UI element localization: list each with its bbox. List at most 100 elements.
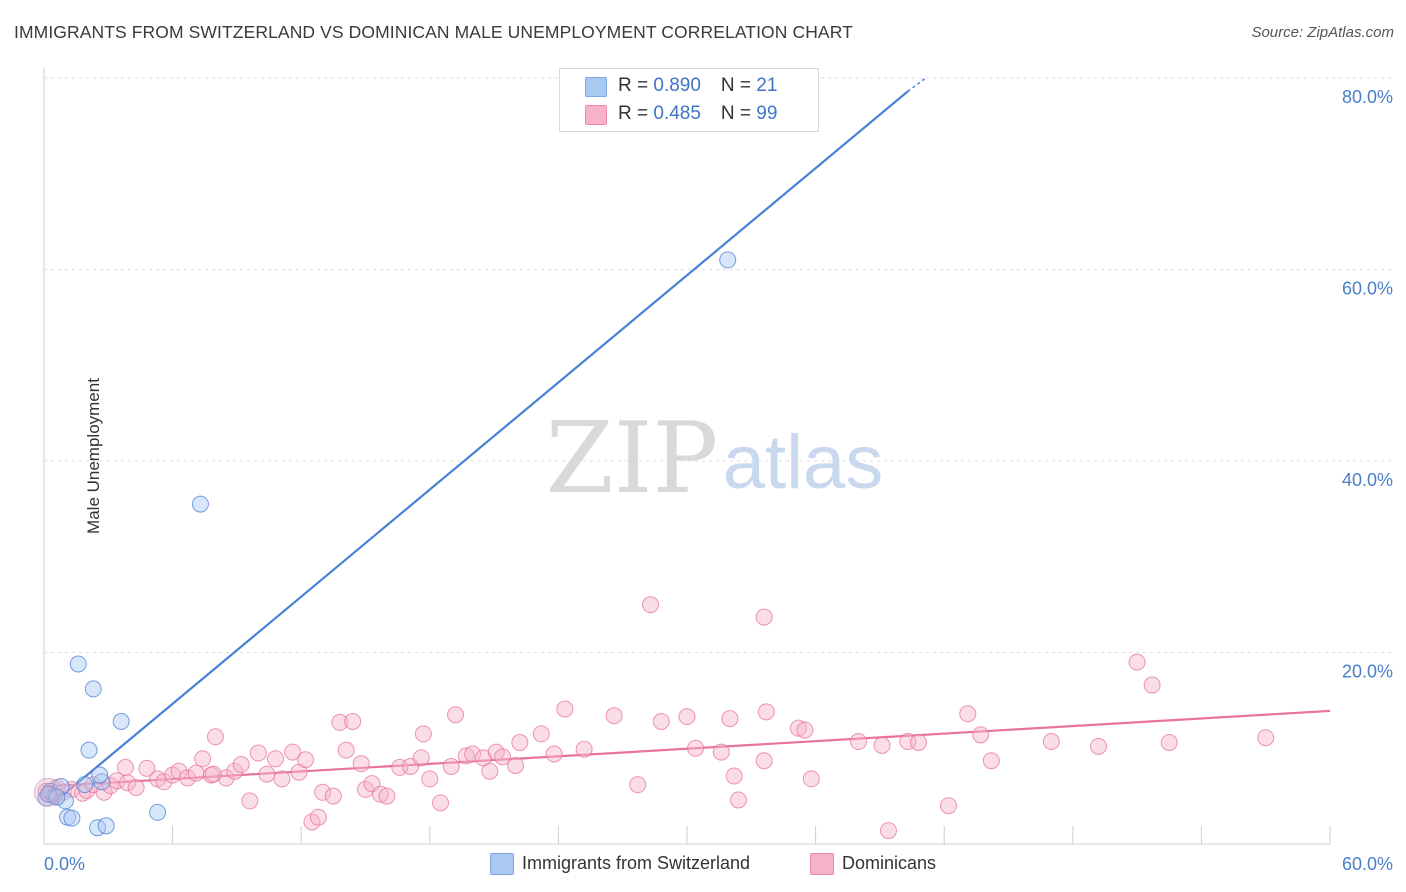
legend-label-dominicans: Dominicans (842, 853, 937, 873)
point-dominican (232, 756, 250, 774)
point-dominican (179, 769, 197, 787)
point-dominican (755, 752, 773, 770)
point-dominican (1257, 729, 1275, 747)
point-switzerland (93, 773, 111, 791)
point-dominican (170, 762, 188, 780)
stats-n-label: N = (720, 103, 757, 124)
stats-r-label: R = (618, 75, 654, 96)
point-dominican (206, 728, 224, 746)
point-dominican (721, 710, 739, 728)
axes (43, 68, 1331, 845)
y-tick-label: 80.0% (1342, 87, 1393, 107)
stats-r-label: R = (618, 103, 654, 124)
point-switzerland (719, 251, 737, 269)
point-dominican (1128, 653, 1146, 671)
point-dominican (678, 708, 696, 726)
point-dominican (755, 608, 773, 626)
tick-labels: 80.0% 60.0% 40.0% 20.0% 0.0% 60.0% (44, 87, 1393, 874)
point-dominican (217, 769, 235, 787)
point-dominican (447, 706, 465, 724)
point-dominican (194, 750, 212, 768)
trendline-switzerland-extension (907, 76, 928, 93)
y-tick-label: 60.0% (1342, 279, 1393, 299)
point-dominican (116, 758, 134, 776)
point-dominican (108, 772, 126, 790)
point-dominican (372, 785, 390, 803)
point-dominican (972, 726, 990, 744)
point-dominican (556, 700, 574, 718)
point-dominican (796, 721, 814, 739)
point-dominican (849, 733, 867, 751)
stats-n-value: 99 (756, 103, 778, 124)
point-dominican (494, 748, 512, 766)
point-switzerland (63, 809, 81, 827)
point-dominican (226, 762, 244, 780)
point-dominican (266, 750, 284, 768)
point-switzerland (97, 817, 115, 835)
watermark: ZIP atlas (546, 402, 884, 516)
point-dominican (725, 767, 743, 785)
point-dominican (1042, 733, 1060, 751)
point-dominican (789, 719, 807, 737)
point-dominican (258, 765, 276, 783)
point-dominican (939, 797, 957, 815)
point-switzerland (69, 655, 87, 673)
point-dominican (575, 740, 593, 758)
trendline-switzerland (51, 90, 909, 805)
point-dominican (412, 749, 430, 767)
point-dominican (284, 743, 302, 761)
point-dominican (511, 734, 529, 752)
stats-n-label: N = (720, 75, 757, 96)
watermark-zip: ZIP (546, 402, 719, 516)
point-cluster (33, 777, 63, 807)
point-dominican (802, 770, 820, 788)
point-dominican (296, 751, 314, 769)
stats-r-value: 0.485 (653, 103, 701, 124)
stats-r-value: 0.890 (653, 75, 701, 96)
point-dominican (331, 713, 349, 731)
point-switzerland (191, 495, 209, 513)
point-switzerland (84, 680, 102, 698)
point-dominican (155, 773, 173, 791)
point-dominican (344, 712, 362, 730)
trendline-dominicans (43, 709, 1331, 788)
point-dominican (642, 596, 660, 614)
point-dominican (687, 739, 705, 757)
point-dominican (729, 791, 747, 809)
point-dominican (337, 741, 355, 759)
y-axis-label: Male Unemployment (83, 378, 103, 534)
point-switzerland (76, 776, 94, 794)
point-switzerland (80, 741, 98, 759)
point-dominican (909, 734, 927, 752)
point-dominican (432, 794, 450, 812)
point-dominican (421, 770, 439, 788)
point-dominican (204, 765, 222, 783)
point-dominican (652, 712, 670, 730)
point-dominican (982, 752, 1000, 770)
point-dominican (629, 776, 647, 794)
source-label: Source: ZipAtlas.com (1251, 24, 1394, 41)
point-dominican (187, 764, 205, 782)
correlation-stats-box: R = 0.890 N = 21 R = 0.485 N = 99 (559, 68, 819, 132)
point-dominican (127, 779, 145, 797)
chart-title: IMMIGRANTS FROM SWITZERLAND VS DOMINICAN… (14, 22, 853, 42)
point-dominican (442, 757, 460, 775)
point-dominican (959, 705, 977, 723)
trendlines (43, 76, 1331, 805)
point-dominican (249, 744, 267, 762)
point-switzerland (112, 712, 130, 730)
legend-label-switzerland: Immigrants from Switzerland (522, 853, 751, 873)
point-dominican (378, 787, 396, 805)
point-dominican (757, 703, 775, 721)
point-dominican (324, 787, 342, 805)
x-tick-label: 0.0% (44, 854, 85, 874)
point-switzerland (48, 788, 66, 806)
point-dominican (241, 792, 259, 810)
data-points (33, 251, 1275, 840)
gridlines (44, 77, 1395, 653)
point-dominican (95, 783, 113, 801)
point-dominican (545, 745, 563, 763)
x-tick-label: 60.0% (1342, 854, 1393, 874)
point-dominican (507, 756, 525, 774)
